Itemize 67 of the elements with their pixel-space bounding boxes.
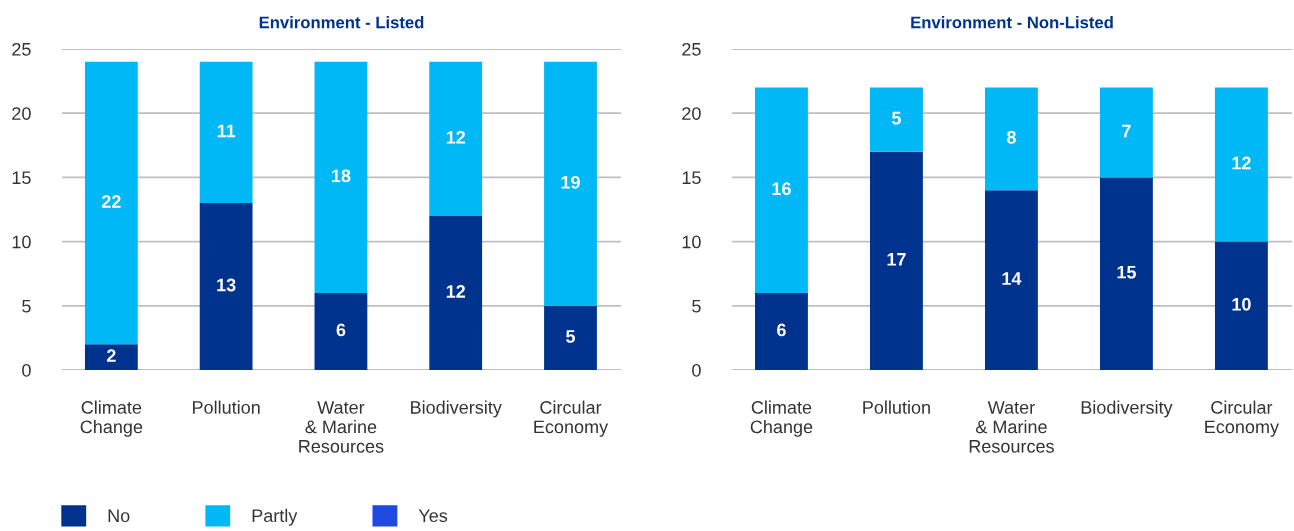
data-label: 16 xyxy=(772,182,791,196)
y-tick-label: 5 xyxy=(692,299,701,313)
y-tick-label: 5 xyxy=(22,299,31,313)
data-label: 7 xyxy=(1122,124,1131,138)
chart-title: Environment - Listed xyxy=(259,16,424,29)
bar xyxy=(869,151,923,370)
data-label: 13 xyxy=(217,278,236,292)
y-tick-label: 10 xyxy=(12,235,31,249)
data-label: 8 xyxy=(1006,130,1016,144)
bar xyxy=(199,61,253,204)
bar xyxy=(1099,87,1153,178)
x-tick-label: Biodiversity xyxy=(411,400,502,418)
data-label: 5 xyxy=(891,111,901,125)
data-label: 12 xyxy=(446,130,466,144)
y-tick-label: 25 xyxy=(12,42,31,56)
bar xyxy=(544,305,597,370)
bar xyxy=(314,61,368,293)
x-tick-label: Pollution xyxy=(192,400,260,414)
legend-label: Yes xyxy=(418,509,448,523)
bar xyxy=(984,87,1038,191)
bar xyxy=(1214,87,1268,242)
y-tick-label: 20 xyxy=(12,107,31,120)
bar xyxy=(755,87,808,293)
y-tick-label: 15 xyxy=(12,171,31,185)
x-tick-label: Pollution xyxy=(863,400,930,414)
data-label: 12 xyxy=(1232,156,1251,170)
data-label: 11 xyxy=(217,124,236,138)
data-label: 6 xyxy=(777,323,786,337)
bar xyxy=(544,61,597,306)
x-tick-label: Climate Change xyxy=(750,400,813,437)
data-label: 14 xyxy=(1002,272,1022,285)
data-label: 10 xyxy=(1232,297,1251,311)
data-label: 6 xyxy=(336,323,346,337)
data-label: 17 xyxy=(887,253,906,266)
y-tick-label: 0 xyxy=(22,363,31,377)
x-tick-label: Biodiversity xyxy=(1081,400,1173,418)
data-label: 19 xyxy=(561,175,580,189)
bar xyxy=(1099,177,1153,370)
y-tick-label: 25 xyxy=(682,42,701,56)
y-tick-label: 10 xyxy=(682,235,701,249)
data-label: 22 xyxy=(101,195,121,208)
legend-label: No xyxy=(108,509,130,523)
x-tick-label: Circular Economy xyxy=(1205,400,1279,437)
data-label: 2 xyxy=(106,349,116,362)
bar xyxy=(314,292,368,370)
legend-label: Partly xyxy=(252,508,298,526)
bar xyxy=(869,87,923,152)
bar xyxy=(984,190,1038,370)
data-label: 18 xyxy=(332,169,351,183)
bar xyxy=(1214,241,1268,370)
chart-title: Environment - Non-Listed xyxy=(911,16,1113,29)
data-label: 15 xyxy=(1117,265,1136,279)
bar xyxy=(84,61,138,345)
data-label: 5 xyxy=(566,330,576,343)
bar xyxy=(755,292,808,370)
bar xyxy=(199,203,253,370)
x-tick-label: Water & Marine Resources xyxy=(299,401,384,453)
bar xyxy=(429,215,483,370)
y-tick-label: 0 xyxy=(692,363,701,377)
y-tick-label: 20 xyxy=(682,107,701,120)
y-tick-label: 15 xyxy=(682,171,701,185)
bar xyxy=(84,344,138,370)
x-tick-label: Circular Economy xyxy=(534,400,609,437)
data-label: 12 xyxy=(446,285,466,298)
bar xyxy=(429,61,483,216)
x-tick-label: Water & Marine Resources xyxy=(969,401,1054,453)
x-tick-label: Climate Change xyxy=(80,400,143,437)
